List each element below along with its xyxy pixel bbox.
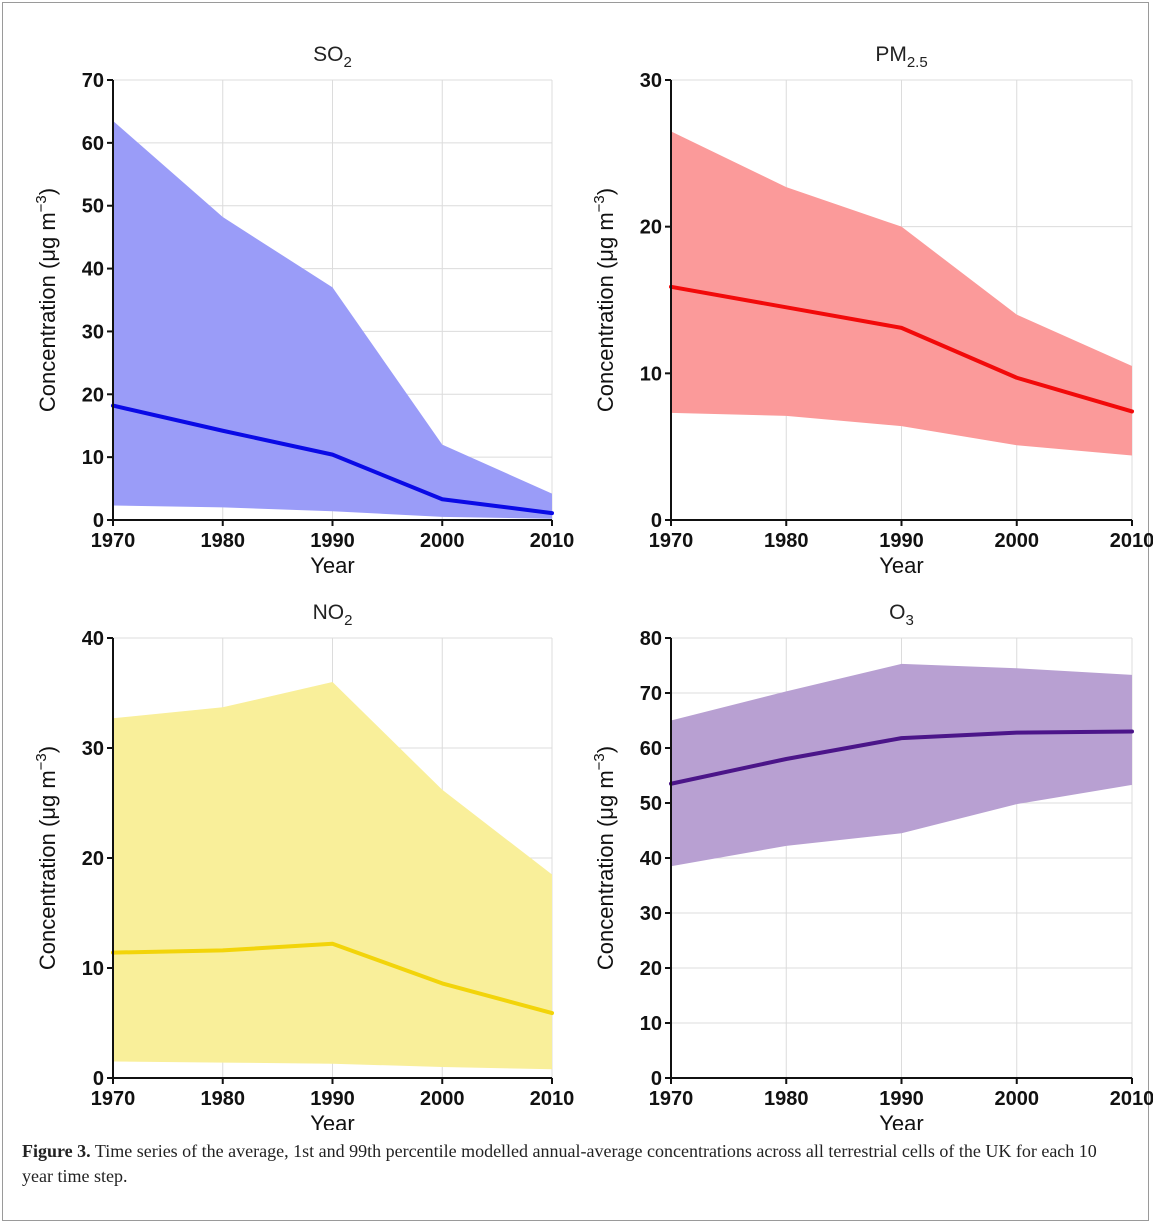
- mean-line: [669, 729, 1134, 786]
- x-axis-label: Year: [879, 1111, 923, 1130]
- y-label-close: ): [593, 188, 618, 195]
- y-tick-label: 0: [93, 510, 104, 532]
- x-tick-label: 1970: [649, 1088, 694, 1110]
- y-tick-label: 80: [640, 628, 662, 650]
- x-axis-label: Year: [879, 553, 923, 578]
- x-tick-label: 2010: [530, 530, 575, 552]
- y-axis-label: Concentration (μg m−3): [591, 746, 618, 970]
- y-tick-label: 10: [640, 363, 662, 385]
- x-tick-label: 1980: [764, 1088, 809, 1110]
- chart-panel-4: 0 10 20 30 40 50 60 70 80 1970 1980 1990 2000 2010 O3 Y…: [591, 601, 1153, 1130]
- y-tick-label: 20: [82, 384, 104, 406]
- x-tick-label: 1990: [310, 1088, 355, 1110]
- x-tick-label: 1980: [201, 1088, 246, 1110]
- y-label-close: ): [35, 188, 60, 195]
- chart-panel-1: 0 10 20 30 40 50 60 70 1970 1980 1990 2000 2010 SO2 Ye…: [33, 43, 574, 578]
- y-tick-label: 30: [82, 321, 104, 343]
- y-tick-label: 0: [651, 510, 662, 532]
- caption-text: Time series of the average, 1st and 99th…: [22, 1141, 1097, 1186]
- x-tick-label: 1980: [201, 530, 246, 552]
- y-tick-label: 40: [82, 259, 104, 281]
- y-tick-label: 30: [640, 903, 662, 925]
- y-label-superscript: −3: [33, 753, 50, 770]
- y-label-text: Concentration (μg m: [35, 212, 60, 412]
- percentile-band: [671, 663, 1132, 867]
- title-subscript: 2.5: [907, 54, 928, 71]
- x-tick-label: 1990: [879, 1088, 924, 1110]
- y-tick-label: 0: [93, 1068, 104, 1090]
- y-label-close: ): [593, 746, 618, 753]
- y-axis-label: Concentration (μg m−3): [33, 188, 60, 412]
- percentile-band: [113, 120, 552, 519]
- figure-caption: Figure 3. Time series of the average, 1s…: [22, 1139, 1132, 1189]
- y-tick-label: 50: [640, 793, 662, 815]
- title-main: SO: [313, 43, 343, 66]
- y-tick-label: 10: [82, 447, 104, 469]
- y-axis-label: Concentration (μg m−3): [33, 746, 60, 970]
- x-tick-label: 1970: [91, 1088, 136, 1110]
- y-tick-label: 60: [640, 738, 662, 760]
- chart-panel-2: 0 10 20 30 1970 1980 1990 2000 2010 PM2.5 Year Conc…: [591, 43, 1153, 578]
- y-label-close: ): [35, 746, 60, 753]
- title-subscript: 3: [906, 612, 914, 629]
- percentile-band: [671, 131, 1132, 456]
- y-label-superscript: −3: [33, 195, 50, 212]
- x-tick-label: 1990: [310, 530, 355, 552]
- caption-label: Figure 3.: [22, 1141, 91, 1161]
- x-tick-label: 2000: [995, 1088, 1040, 1110]
- y-label-text: Concentration (μg m: [593, 770, 618, 970]
- panel-title: O3: [889, 601, 914, 629]
- mean-line: [669, 284, 1134, 414]
- title-main: PM: [875, 43, 907, 66]
- y-tick-label: 30: [82, 738, 104, 760]
- y-tick-label: 70: [640, 683, 662, 705]
- panel-title: NO2: [313, 601, 353, 629]
- x-tick-label: 2000: [420, 1088, 465, 1110]
- y-tick-label: 30: [640, 70, 662, 92]
- y-tick-label: 20: [640, 217, 662, 239]
- title-subscript: 2: [344, 54, 352, 71]
- y-tick-label: 10: [640, 1013, 662, 1035]
- y-tick-label: 60: [82, 133, 104, 155]
- x-tick-label: 2000: [995, 530, 1040, 552]
- y-label-superscript: −3: [591, 753, 608, 770]
- x-tick-label: 2010: [530, 1088, 575, 1110]
- percentile-band: [113, 682, 552, 1070]
- y-tick-label: 20: [640, 958, 662, 980]
- y-label-superscript: −3: [591, 195, 608, 212]
- title-main: O: [889, 601, 905, 624]
- y-tick-label: 10: [82, 958, 104, 980]
- y-label-text: Concentration (μg m: [593, 212, 618, 412]
- title-main: NO: [313, 601, 345, 624]
- panel-title: SO2: [313, 43, 352, 71]
- x-tick-label: 1970: [649, 530, 694, 552]
- y-tick-label: 40: [640, 848, 662, 870]
- x-axis-label: Year: [310, 1111, 354, 1130]
- x-tick-label: 1980: [764, 530, 809, 552]
- y-tick-label: 50: [82, 196, 104, 218]
- y-tick-label: 70: [82, 70, 104, 92]
- chart-panel-3: 0 10 20 30 40 1970 1980 1990 2000 2010 NO2 Year Conc…: [33, 601, 574, 1130]
- y-tick-label: 20: [82, 848, 104, 870]
- y-tick-label: 0: [651, 1068, 662, 1090]
- x-tick-label: 1970: [91, 530, 136, 552]
- mean-line: [111, 403, 554, 516]
- x-tick-label: 2010: [1110, 1088, 1153, 1110]
- x-axis-label: Year: [310, 553, 354, 578]
- x-tick-label: 2000: [420, 530, 465, 552]
- mean-line: [111, 941, 554, 1016]
- x-tick-label: 1990: [879, 530, 924, 552]
- panel-title: PM2.5: [875, 43, 927, 71]
- x-tick-label: 2010: [1110, 530, 1153, 552]
- y-label-text: Concentration (μg m: [35, 770, 60, 970]
- y-axis-label: Concentration (μg m−3): [591, 188, 618, 412]
- title-subscript: 2: [344, 612, 352, 629]
- y-tick-label: 40: [82, 628, 104, 650]
